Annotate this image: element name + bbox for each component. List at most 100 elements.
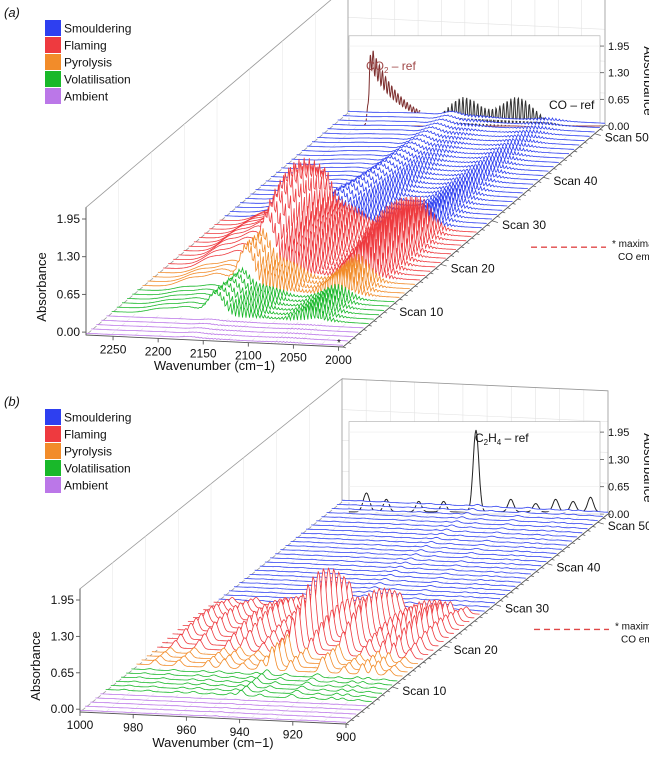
scan-tick: [464, 628, 468, 631]
spectrum-fill: [342, 114, 600, 130]
reference-tick-label: 0.65: [608, 482, 629, 494]
scan-tick: [546, 563, 553, 566]
scan-tick: [607, 513, 612, 516]
reference-tick-label: 1.95: [608, 41, 629, 53]
z-axis: 0.00 0.65 1.30 1.95 Absorbance: [34, 207, 87, 339]
annotation-line-2: CO emissions: [621, 634, 649, 645]
scan-axis: Scan 10 Scan 20 Scan 30 Scan 40 Scan 50: [345, 513, 649, 726]
x-tick-label: 2150: [190, 346, 217, 360]
reference-label-co2: CO2 – ref: [366, 59, 416, 75]
spectrum-fill: [264, 562, 531, 576]
reference-tick-label: 0.00: [608, 509, 629, 521]
spectrum-fill: [348, 111, 605, 125]
scan-tick: [455, 250, 460, 253]
spectrum-line-scan-37: [264, 561, 531, 575]
x-tick-label: 2100: [235, 349, 262, 363]
spectrum-line-scan-4: [95, 697, 362, 711]
scan-tick: [392, 686, 399, 690]
spectrum-line-scan-8: [122, 279, 380, 316]
scan-tick: [407, 674, 411, 676]
spectrum-fill: [101, 320, 359, 334]
scan-tick: [532, 185, 537, 188]
x-tick-label: 2050: [280, 351, 307, 365]
spectrum-line-scan-31: [234, 586, 501, 600]
scan-tick: [594, 133, 601, 136]
panel-a: 0.00 0.65 1.30 1.95 Absorbance 2250 2200 2150 21…: [4, 0, 649, 373]
scan-tick: [520, 583, 524, 586]
legend-label: Smouldering: [64, 22, 131, 36]
legend-label: Ambient: [64, 479, 109, 493]
legend-swatch: [45, 443, 61, 459]
spectrum-line-scan-42: [290, 541, 557, 554]
legend-swatch: [45, 20, 61, 36]
scan-tick: [433, 653, 437, 656]
scan-tick: [522, 194, 526, 196]
scan-tick: [512, 203, 516, 205]
scan-tick: [476, 233, 480, 236]
scan-tick: [450, 255, 454, 257]
scan-label: Scan 10: [399, 305, 443, 319]
spectrum-line-scan-43: [295, 536, 562, 550]
spectrum-line-scan-1: [86, 332, 344, 346]
spectrum-line-scan-47: [316, 520, 583, 534]
spectrum-fill: [311, 524, 578, 539]
reference-tick-label: 0.00: [608, 121, 629, 133]
spectrum-line-scan-4: [101, 319, 359, 333]
spectrum-fill: [91, 328, 349, 343]
scan-tick: [548, 172, 552, 175]
spectrum-line-scan-40: [280, 549, 547, 562]
z-tick-label: 0.65: [57, 287, 81, 301]
spectrum-line-scan-41: [285, 545, 552, 558]
spectrum-fill: [85, 706, 352, 720]
scan-tick: [587, 530, 591, 532]
x-tick-label: 1000: [67, 718, 94, 732]
x-tick-label: 2000: [325, 353, 352, 367]
reference-tick-label: 1.30: [608, 454, 629, 466]
legend: Smouldering Flaming Pyrolysis Volatilisatio…: [45, 20, 131, 104]
scan-tick: [417, 666, 422, 668]
scan-tick: [435, 268, 439, 270]
annotation-line-2: CO emissions: [618, 252, 649, 263]
legend-label: Volatilisation: [64, 73, 131, 87]
scan-tick: [356, 715, 360, 717]
scan-tick: [484, 612, 488, 615]
scan-tick: [568, 155, 573, 157]
x-axis-label: Wavenumber (cm−1): [152, 735, 273, 750]
spectrum-line-scan-12: [136, 645, 403, 677]
spectrum-line-scan-45: [306, 528, 573, 542]
scan-tick: [383, 311, 388, 314]
scan-tick: [479, 616, 483, 619]
spectrum-line-scan-39: [281, 158, 539, 181]
spectrum-line-scan-7: [110, 684, 377, 698]
x-axis-line: [79, 711, 347, 725]
scan-tick: [453, 637, 457, 639]
spectrum-fill: [254, 570, 521, 584]
spectrum-line-scan-10: [132, 272, 390, 307]
spectrum-line-scan-13: [147, 236, 405, 294]
scan-tick: [422, 661, 427, 664]
scan-tick: [409, 290, 413, 292]
spectrum-line-scan-36: [259, 565, 526, 579]
spectrum-fill: [290, 541, 557, 556]
spectrum-line-scan-11: [131, 668, 398, 682]
scan-tick: [525, 579, 529, 582]
z-tick-label: 0.65: [51, 666, 75, 680]
spectrum-fill: [336, 504, 603, 519]
spectrum-line-scan-42: [296, 148, 554, 168]
scan-tick: [414, 285, 419, 288]
scan-tick: [535, 571, 540, 573]
spectrum-fill: [275, 553, 542, 568]
spectrum-line-scan-6: [105, 688, 372, 702]
legend-label: Smouldering: [64, 411, 131, 425]
spectrum-fill: [295, 537, 562, 552]
spectrum-line-scan-6: [111, 289, 369, 324]
scan-tick: [386, 690, 391, 693]
reference-label-c2h4: C2H4 – ref: [475, 431, 529, 447]
scan-tick: [351, 719, 355, 722]
spectrum-line-scan-38: [270, 557, 537, 571]
panel-label: (a): [4, 5, 20, 20]
spectrum-line-scan-3: [96, 324, 354, 337]
spectrum-line-scan-40: [286, 155, 544, 176]
scan-axis: Scan 10 Scan 20 Scan 30 Scan 40 Scan 50: [342, 124, 649, 349]
x-tick-label: 920: [283, 728, 303, 742]
